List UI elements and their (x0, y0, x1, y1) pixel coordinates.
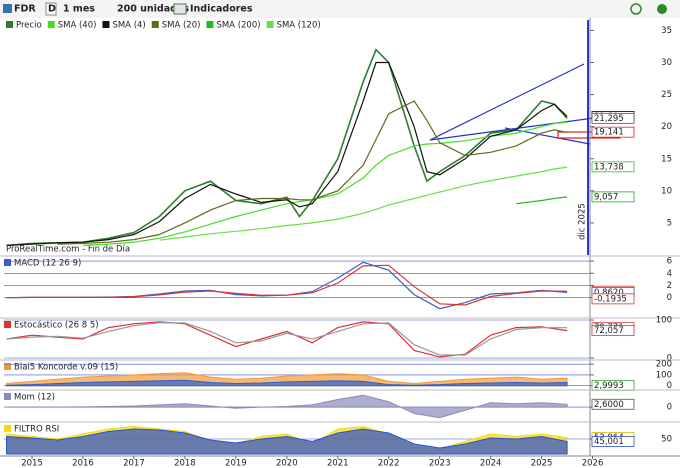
panel-title: FILTRO RSI (14, 425, 59, 435)
legend-swatch (6, 21, 13, 28)
legend-label: SMA (4) (112, 21, 145, 31)
value-marker-label: 19,141 (594, 128, 624, 138)
series-area (5, 428, 568, 455)
panel-title: MACD (12 26 9) (14, 259, 81, 269)
x-tick-label: 2021 (327, 459, 349, 468)
panel-icon (4, 363, 11, 370)
y-tick-label: 5 (667, 218, 672, 228)
y-tick-label: 15 (661, 154, 672, 164)
value-marker-label: 2,9993 (594, 381, 624, 391)
value-marker (591, 161, 635, 173)
y-tick-label: 0 (667, 403, 672, 413)
y-tick-label: 35 (661, 26, 672, 36)
panel-title: Blai5 Koncorde v.09 (15) (14, 363, 118, 373)
value-marker (591, 191, 635, 203)
legend-swatch (266, 21, 274, 28)
value-marker-label: 0,8620 (594, 288, 624, 298)
indicators[interactable]: Indicadores (190, 4, 253, 15)
series-line (57, 100, 568, 245)
annotations: dic 2025 ProRealTime.com - Fin de Día (6, 20, 621, 255)
series-line (6, 61, 568, 246)
value-marker-label: 13,738 (594, 162, 624, 172)
value-marker-label: 9,057 (594, 192, 618, 202)
x-tick-label: 2024 (480, 459, 502, 468)
y-tick-label: 0 (667, 354, 672, 364)
y-tick-label: 4 (667, 269, 672, 279)
y-tick-label: 30 (661, 58, 672, 68)
value-marker (591, 112, 635, 124)
value-marker (591, 436, 635, 447)
date-label: dic 2025 (578, 203, 588, 240)
x-tick-label: 2022 (378, 459, 400, 468)
y-tick-label: 25 (661, 90, 672, 100)
panel-icon (4, 425, 11, 432)
value-marker-label: 2,6000 (594, 400, 624, 410)
series-line (159, 166, 568, 241)
mode[interactable]: D (48, 4, 56, 15)
x-tick-label: 2026 (582, 459, 604, 468)
x-tick-label: 2017 (123, 459, 145, 468)
panel-icon (4, 393, 11, 400)
panel-icon (4, 259, 11, 266)
x-tick-label: 2023 (429, 459, 451, 468)
value-marker-label: 21,295 (594, 114, 624, 124)
trend-line (504, 127, 591, 145)
symbol[interactable]: FDR (14, 4, 36, 15)
indicators-icon (173, 3, 187, 15)
legend-label: SMA (40) (58, 21, 97, 31)
x-tick-label: 2018 (174, 459, 196, 468)
toolbar-bg (0, 0, 680, 18)
x-tick-label: 2025 (531, 459, 553, 468)
series-area (5, 379, 568, 387)
x-tick-label: 2019 (225, 459, 247, 468)
y-tick-label: 100 (656, 370, 672, 380)
value-marker-label: 45,001 (594, 437, 624, 447)
series-area (6, 394, 568, 419)
panel-title: Mom (12) (14, 393, 55, 403)
x-tick-label: 2020 (276, 459, 298, 468)
series-line (6, 264, 568, 306)
toolbar: FDR D 1 mes 200 unidades Indicadores (0, 0, 680, 18)
value-marker (591, 325, 635, 337)
source: ProRealTime.com - Fin de Día (6, 245, 130, 255)
y-tick-label: 10 (661, 186, 672, 196)
legend-swatch (47, 21, 55, 28)
series-line (6, 48, 568, 247)
y-tick-label: 0 (667, 293, 672, 303)
value-marker-label: -0,1935 (594, 294, 627, 304)
value-marker-label: 72,057 (594, 326, 624, 336)
value-marker (591, 398, 635, 410)
legend-label: SMA (20) (162, 21, 201, 31)
x-tick-label: 2015 (21, 459, 43, 468)
units[interactable]: 200 unidades (117, 4, 189, 15)
legend-swatch (102, 21, 110, 28)
panel-icon (4, 321, 11, 328)
value-marker (591, 126, 635, 138)
series-line (6, 321, 568, 358)
legend-swatch (151, 21, 159, 28)
legend-swatch (206, 21, 214, 28)
y-tick-label: 2 (667, 281, 672, 291)
mode-box[interactable] (45, 2, 57, 16)
legend-label: Precio (16, 21, 42, 31)
period[interactable]: 1 mes (63, 4, 95, 15)
y-tick-label: 20 (661, 122, 672, 132)
value-marker (591, 293, 635, 305)
y-tick-label: 6 (667, 257, 672, 267)
y-tick-label: 0 (667, 381, 672, 391)
legend-label: SMA (200) (216, 21, 260, 31)
series-line (516, 196, 568, 205)
y-tick-label: 200 (656, 360, 672, 370)
icon (3, 4, 12, 13)
x-tick-label: 2016 (72, 459, 94, 468)
trend-line (429, 63, 585, 141)
legend-label: SMA (120) (277, 21, 321, 31)
y-tick-label: 50 (661, 435, 672, 445)
status (657, 4, 667, 14)
refresh[interactable] (630, 3, 642, 15)
y-tick-label: 100 (656, 316, 672, 326)
panel-title: Estocástico (26 8 5) (14, 321, 99, 331)
series-line (6, 322, 568, 356)
